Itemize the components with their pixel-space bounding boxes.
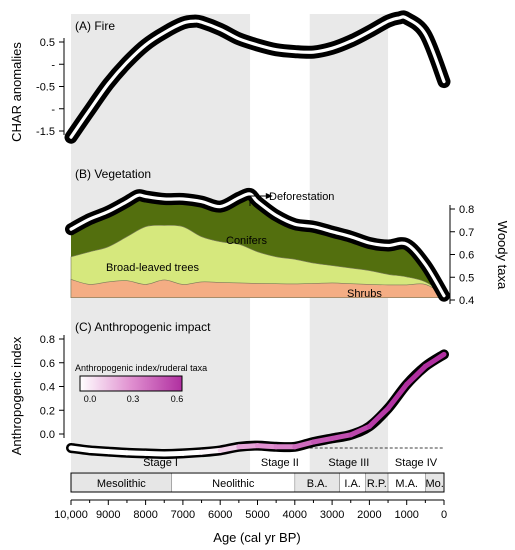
y-tick-label-fire-1: - — [51, 59, 55, 71]
series-core-fire — [69, 15, 446, 139]
x-tick-label-10: 0 — [441, 509, 447, 521]
annotation-deforestation: Deforestation — [269, 191, 334, 203]
deforestation-arrowhead — [265, 193, 273, 199]
y-tick-label-anthropogenic-4: 0.0 — [40, 429, 55, 441]
series-core-anthropogenic-seg-0 — [68, 445, 93, 453]
x-tick-label-6: 4000 — [283, 509, 307, 521]
period-label-6: Mo. — [426, 478, 444, 490]
x-tick-label-2: 8000 — [133, 509, 157, 521]
area-label-broadleaved: Broad-leaved trees — [106, 262, 199, 274]
series-core-anthropogenic-seg-14 — [329, 432, 354, 441]
vegetation-stacked-areas — [70, 193, 445, 298]
panel-c-ylabel: Anthropogenic index — [9, 336, 24, 455]
area-shrubs — [70, 279, 445, 298]
panel-a-ylabel: CHAR anomalies — [9, 42, 24, 142]
colorbar — [79, 375, 183, 392]
x-tick-label-5: 5000 — [245, 509, 269, 521]
period-label-5: M.A. — [395, 478, 418, 490]
y-tick-label-anthropogenic-2: 0.4 — [40, 382, 55, 394]
stage-label-3: Stage IV — [395, 457, 438, 469]
panel-a-title: (A) Fire — [75, 19, 115, 33]
y-tick-label-fire-3: - — [51, 104, 55, 116]
panel-b-title: (B) Vegetation — [75, 167, 151, 181]
series-core-anthropogenic-seg-6 — [180, 449, 204, 456]
series-core-anthropogenic-seg-19 — [422, 351, 447, 369]
series-core-anthropogenic-seg-7 — [199, 447, 223, 455]
y-tick-label-vegetation-1: 0.7 — [459, 227, 474, 239]
x-tick-label-9: 1000 — [394, 509, 418, 521]
x-tick-label-4: 6000 — [208, 509, 232, 521]
period-label-2: B.A. — [307, 478, 328, 490]
period-bar-outline — [70, 472, 445, 493]
stage-label-0: Stage I — [143, 457, 178, 469]
y-tick-label-fire-4: -1.5 — [36, 126, 55, 138]
series-core-anthropogenic-seg-3 — [124, 450, 149, 456]
colorbar-title: Anthropogenic index/ruderal taxa — [75, 363, 207, 373]
y-tick-label-fire-2: -0.5 — [36, 82, 55, 94]
y-tick-label-vegetation-2: 0.6 — [459, 250, 474, 262]
y-tick-label-vegetation-0: 0.8 — [459, 204, 474, 216]
y-tick-label-anthropogenic-3: 0.2 — [40, 405, 55, 417]
y-tick-label-vegetation-3: 0.5 — [459, 272, 474, 284]
period-label-1: Neolithic — [212, 478, 255, 490]
period-label-4: R.P. — [367, 478, 387, 490]
series-core-anthropogenic-seg-17 — [385, 381, 410, 411]
series-core-anthropogenic-seg-5 — [161, 450, 186, 457]
panel-c-title: (C) Anthropogenic impact — [75, 320, 211, 334]
panel-b-ylabel: Woody taxa — [495, 221, 510, 290]
series-core-anthropogenic-seg-4 — [143, 450, 167, 457]
period-label-3: I.A. — [344, 478, 361, 490]
series-lines — [64, 10, 451, 460]
series-core-vegetation — [69, 192, 446, 298]
x-axis-label: Age (cal yr BP) — [213, 530, 300, 545]
y-tick-label-anthropogenic-0: 0.8 — [40, 334, 55, 346]
x-tick-label-3: 7000 — [171, 509, 195, 521]
stage-label-1: Stage II — [261, 457, 299, 469]
x-tick-label-1: 9000 — [96, 509, 120, 521]
period-label-0: Mesolithic — [97, 478, 146, 490]
colorbar-tick-0: 0.0 — [84, 394, 97, 404]
series-core-anthropogenic-seg-1 — [87, 447, 111, 455]
area-label-shrubs: Shrubs — [347, 288, 382, 300]
axes: 0.5 - -0.5 - -1.5 0.8 0.7 0.6 0.5 0.4 0.8 0.6 0.4 0.2… — [36, 37, 474, 521]
series-core-anthropogenic-seg-9 — [236, 443, 260, 450]
x-tick-label-0: 10,000 — [54, 509, 88, 521]
series-core-anthropogenic-seg-8 — [217, 444, 242, 453]
y-tick-label-vegetation-4: 0.4 — [459, 295, 474, 307]
deforestation-arrow — [249, 195, 269, 206]
chart-labels: Stage I Stage II Stage III Stage IV Mesolith… — [70, 193, 445, 493]
series-core-anthropogenic-seg-2 — [105, 449, 130, 456]
colorbar-tick-2: 0.6 — [171, 394, 184, 404]
series-core-anthropogenic-seg-10 — [255, 443, 279, 450]
y-tick-label-anthropogenic-1: 0.6 — [40, 358, 55, 370]
y-tick-label-fire-0: 0.5 — [40, 37, 55, 49]
x-tick-label-8: 2000 — [357, 509, 381, 521]
series-core-anthropogenic-seg-13 — [311, 435, 335, 445]
area-label-conifers: Conifers — [226, 235, 267, 247]
colorbar-tick-1: 0.3 — [127, 394, 140, 404]
x-tick-label-7: 3000 — [320, 509, 344, 521]
stage-label-2: Stage III — [328, 457, 369, 469]
